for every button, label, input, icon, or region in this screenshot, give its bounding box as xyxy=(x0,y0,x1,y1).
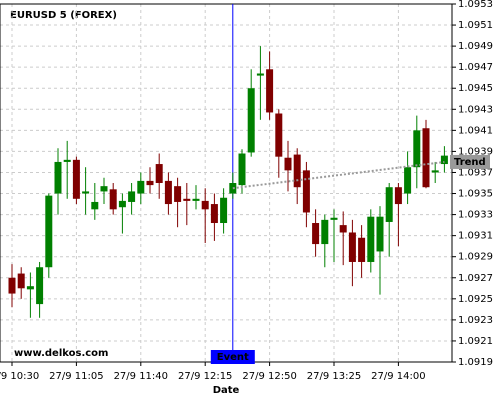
trend-label: Trend xyxy=(454,157,486,168)
candle-body xyxy=(367,216,375,262)
candle-body xyxy=(348,232,356,262)
candle-body xyxy=(183,198,191,201)
trend-line xyxy=(232,160,445,190)
x-axis-label: Date xyxy=(213,385,240,396)
y-tick-label: 1.0925 xyxy=(458,294,493,305)
x-tick-label: 27/9 10:30 xyxy=(0,371,39,382)
x-tick-label: 27/9 11:05 xyxy=(49,371,103,382)
candle-body xyxy=(284,157,292,171)
candle-body xyxy=(118,200,126,208)
candle-body xyxy=(100,186,108,192)
chart-title: EURUSD 5 (FOREX) xyxy=(10,10,117,21)
candle-body xyxy=(26,286,34,290)
candle-body xyxy=(210,204,218,224)
x-tick-label: 27/9 11:40 xyxy=(114,371,168,382)
y-tick-label: 1.0929 xyxy=(458,252,493,263)
candle-body xyxy=(321,219,329,245)
y-tick-label: 1.0949 xyxy=(458,41,493,52)
candle-body xyxy=(431,170,439,173)
candle-body xyxy=(293,154,301,188)
x-tick-label: 27/9 12:15 xyxy=(178,371,232,382)
candle-body xyxy=(238,153,246,186)
y-tick-label: 1.0923 xyxy=(458,315,493,326)
candle-body xyxy=(376,216,384,252)
y-tick-label: 1.0937 xyxy=(458,167,493,178)
candle-body xyxy=(201,200,209,210)
candle-body xyxy=(192,198,200,201)
candle-body xyxy=(82,191,90,194)
candle-body xyxy=(63,159,71,162)
candle-body xyxy=(422,128,430,188)
y-tick-label: 1.0939 xyxy=(458,146,493,157)
candle-body xyxy=(256,73,264,76)
candle-body xyxy=(155,164,163,183)
candle-body xyxy=(275,113,283,157)
y-tick-label: 1.0933 xyxy=(458,210,493,221)
candle-body xyxy=(247,88,255,153)
candle-body xyxy=(220,197,228,224)
candle-body xyxy=(8,277,16,294)
event-label: Event xyxy=(217,352,249,363)
x-tick-label: 27/9 12:50 xyxy=(242,371,296,382)
watermark: www.delkos.com xyxy=(14,348,108,359)
candle-body xyxy=(146,180,154,186)
candle-body xyxy=(312,223,320,245)
candle-body xyxy=(137,180,145,194)
candle-body xyxy=(54,161,62,194)
candle-body xyxy=(109,189,117,210)
y-tick-label: 1.0921 xyxy=(458,336,493,347)
candle-body xyxy=(91,201,99,210)
y-tick-label: 1.0947 xyxy=(458,62,493,73)
x-tick-label: 27/9 14:00 xyxy=(371,371,425,382)
candle-body xyxy=(358,237,366,262)
y-tick-label: 1.0953 xyxy=(458,0,493,10)
candle-body xyxy=(128,191,136,202)
candle-body xyxy=(440,155,448,165)
event-label-box xyxy=(210,350,255,364)
candle-body xyxy=(394,187,402,205)
candle-body xyxy=(17,273,25,289)
candle-body xyxy=(174,186,182,202)
candle-body xyxy=(413,130,421,168)
y-tick-label: 1.0931 xyxy=(458,231,493,242)
y-tick-label: 1.0935 xyxy=(458,189,493,200)
y-tick-label: 1.0945 xyxy=(458,83,493,94)
trend-label-box xyxy=(450,154,490,169)
candle-body xyxy=(404,167,412,194)
candle-body xyxy=(339,225,347,233)
candle-body xyxy=(72,159,80,199)
candle-body xyxy=(36,267,44,305)
y-tick-label: 1.0941 xyxy=(458,125,493,136)
x-tick-label: 27/9 13:25 xyxy=(307,371,361,382)
candle-body xyxy=(164,180,172,205)
y-tick-label: 1.0919 xyxy=(458,357,493,368)
candle-body xyxy=(45,195,53,268)
candle-body xyxy=(330,217,338,220)
candle-body xyxy=(302,170,310,213)
plot-frame xyxy=(0,3,453,363)
candle-body xyxy=(266,69,274,113)
y-tick-label: 1.0943 xyxy=(458,104,493,115)
y-tick-label: 1.0927 xyxy=(458,273,493,284)
y-tick-label: 1.0951 xyxy=(458,20,493,31)
candle-body xyxy=(385,187,393,222)
